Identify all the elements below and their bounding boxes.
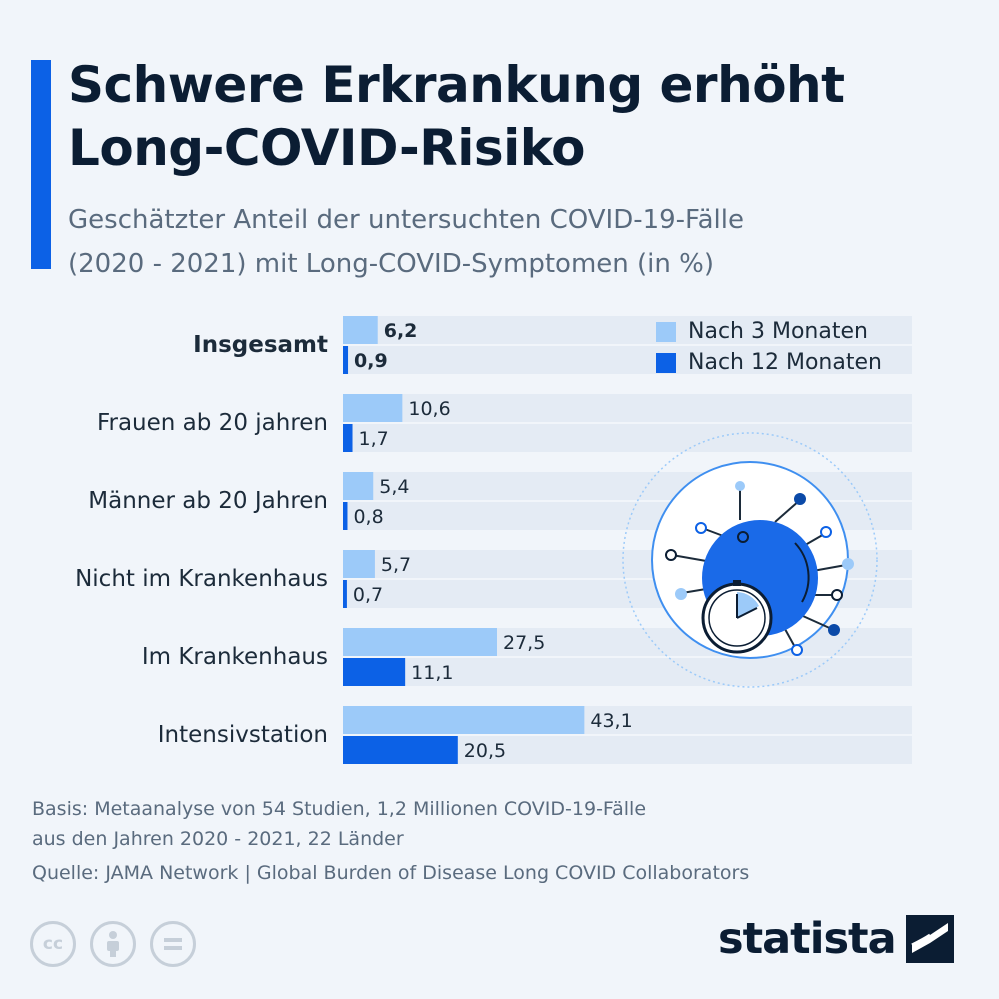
data-label: 0,9 [354,350,388,372]
category-label: Insgesamt [193,332,328,358]
bar-nach-12-monaten [343,424,353,452]
bar-nach-3-monaten [343,628,497,656]
cc-icon[interactable]: cc [30,921,76,967]
legend-swatch-12-months [656,352,676,373]
bar-nach-3-monaten [343,316,378,344]
category-label: Im Krankenhaus [142,644,328,670]
chart-title: Schwere Erkrankung erhöht Long-COVID-Ris… [68,54,978,180]
category-label: Männer ab 20 Jahren [88,488,328,514]
legend-label-12-months: Nach 12 Monaten [688,350,882,375]
bar-chart: Insgesamt 6,2 0,9 Frauen ab 20 jahren 10,6 1,… [75,316,912,764]
data-label: 10,6 [408,398,450,420]
data-label: 6,2 [384,320,418,342]
title-line-1: Schwere Erkrankung erhöht [68,56,845,114]
basis-note-line-1: Basis: Metaanalyse von 54 Studien, 1,2 M… [32,798,647,820]
bar-nach-12-monaten [343,658,406,686]
bar-nach-12-monaten [343,580,347,608]
clock-icon [701,580,773,654]
subtitle-line-2: (2020 - 2021) mit Long-COVID-Symptomen (… [68,249,714,279]
license-icons: cc [30,921,210,967]
bar-track [343,472,912,500]
bar-track [343,316,912,344]
bar-nach-3-monaten [343,394,403,422]
chart-area: Insgesamt 6,2 0,9 Frauen ab 20 jahren 10,6 1,… [0,310,999,780]
bar-nach-12-monaten [343,502,348,530]
legend-label-3-months: Nach 3 Monaten [688,319,868,344]
bar-track [343,346,912,374]
category-label: Intensivstation [158,722,328,748]
subtitle-line-1: Geschätzter Anteil der untersuchten COVI… [68,205,744,235]
data-label: 5,4 [379,476,409,498]
data-label: 0,8 [353,506,383,528]
bar-nach-3-monaten [343,550,375,578]
data-label: 1,7 [359,428,389,450]
data-label: 20,5 [464,740,506,762]
attribution-icon[interactable] [90,921,136,967]
category-label: Frauen ab 20 jahren [97,410,328,436]
bar-nach-3-monaten [343,472,374,500]
spike-tips [665,481,854,656]
statista-brand[interactable]: statista [718,914,954,964]
outer-dotted-ring [622,432,878,688]
chart-subtitle: Geschätzter Anteil der untersuchten COVI… [68,198,978,286]
chart-footer: Basis: Metaanalyse von 54 Studien, 1,2 M… [32,794,972,888]
title-accent-bar [31,60,51,269]
virus-clock-illustration [622,432,878,688]
bar-nach-3-monaten [343,706,585,734]
category-label: Nicht im Krankenhaus [75,566,328,592]
title-line-2: Long-COVID-Risiko [68,119,586,177]
legend-item-3-months: Nach 3 Monaten [656,316,882,347]
legend-item-12-months: Nach 12 Monaten [656,347,882,378]
brand-wordmark: statista [718,914,897,964]
chart-legend: Nach 3 Monaten Nach 12 Monaten [656,316,882,378]
statista-logo-icon [905,915,954,963]
virus-highlight-arc [794,542,810,603]
source-note: Quelle: JAMA Network | Global Burden of … [32,862,750,884]
bar-track [343,394,912,422]
virus-dot [737,531,749,543]
no-derivatives-icon[interactable] [150,921,196,967]
legend-swatch-3-months [656,321,676,342]
basis-note-line-2: aus den Jahren 2020 - 2021, 22 Länder [32,828,404,850]
data-label: 5,7 [381,554,411,576]
bar-track [343,658,912,686]
data-label: 11,1 [411,662,453,684]
bar-nach-12-monaten [343,736,458,764]
data-label: 27,5 [503,632,545,654]
bar-nach-12-monaten [343,346,349,374]
data-label: 0,7 [353,584,383,606]
bar-track [343,424,912,452]
data-label: 43,1 [590,710,632,732]
